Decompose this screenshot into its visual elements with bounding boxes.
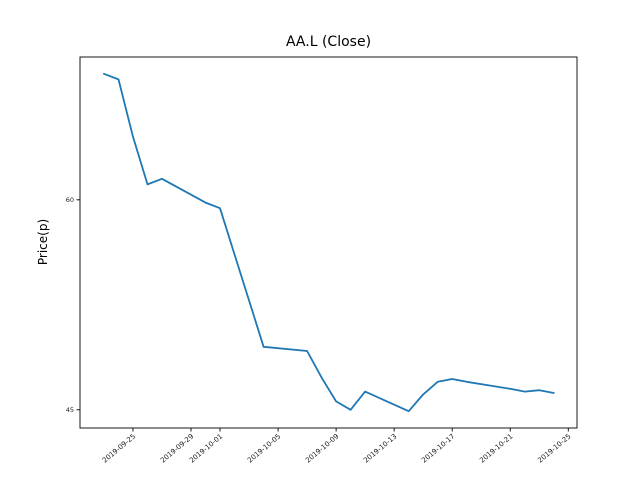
x-tick-label: 2019-10-21 [478, 432, 514, 464]
x-tick-label: 2019-09-25 [101, 432, 137, 464]
y-tick-label: 60 [66, 196, 74, 204]
price-line-series [103, 72, 555, 413]
x-tick-label: 2019-10-13 [362, 432, 398, 464]
y-tick-label: 45 [66, 406, 74, 414]
x-tick-label: 2019-10-05 [246, 432, 282, 464]
x-tick-label: 2019-10-17 [420, 432, 456, 464]
x-tick-label: 2019-10-25 [536, 432, 572, 464]
y-axis-label: Price(p) [36, 218, 50, 266]
plot-border [79, 56, 578, 429]
x-tick-label: 2019-10-09 [304, 432, 340, 464]
chart-title: AA.L (Close) [285, 34, 372, 50]
